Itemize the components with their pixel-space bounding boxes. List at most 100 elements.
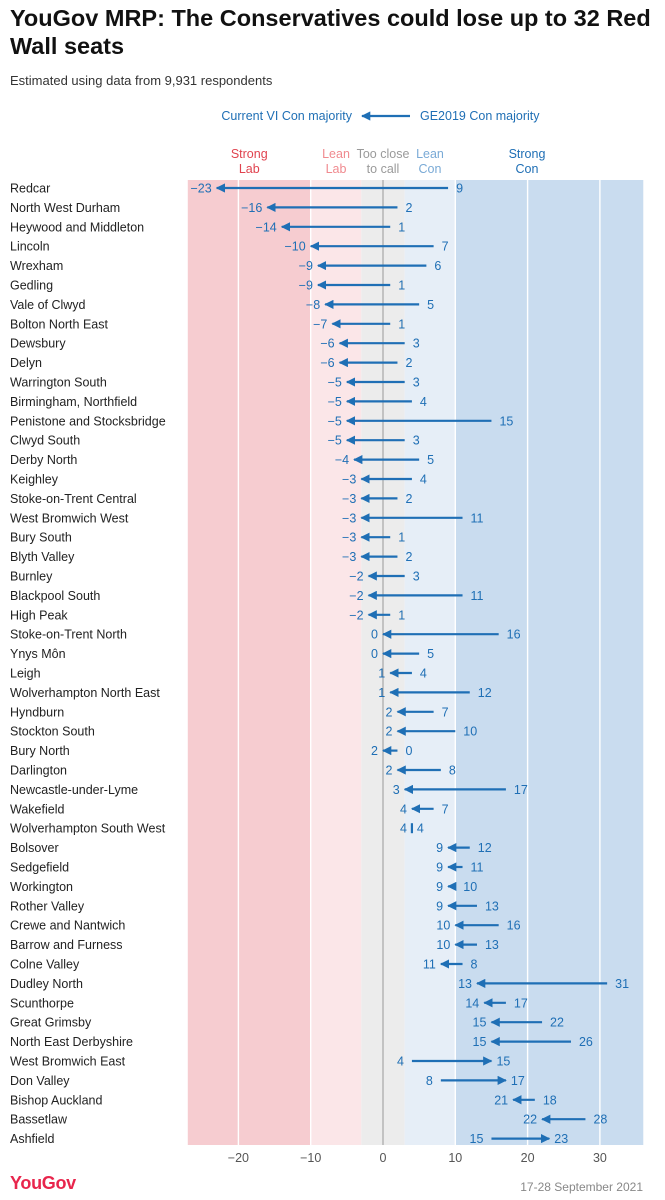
seat-ge2019-value: 16 <box>507 628 521 642</box>
seat-ge2019-value: 1 <box>398 279 405 293</box>
seat-label: Derby North <box>10 453 77 467</box>
seat-current-value: 9 <box>436 841 443 855</box>
x-tick-label: 20 <box>521 1151 535 1165</box>
seat-ge2019-value: 15 <box>470 1132 484 1146</box>
seat-current-value: −3 <box>342 531 356 545</box>
seat-label: Blyth Valley <box>10 550 75 564</box>
seat-label: Bury North <box>10 744 70 758</box>
seat-ge2019-value: 11 <box>471 861 484 875</box>
seat-ge2019-value: 28 <box>593 1113 607 1127</box>
x-tick-label: 10 <box>448 1151 462 1165</box>
seat-current-value: −16 <box>241 201 262 215</box>
fieldwork-date: 17-28 September 2021 <box>520 1180 643 1194</box>
seat-current-value: −5 <box>328 414 342 428</box>
seat-current-value: 2 <box>386 764 393 778</box>
seat-current-value: −2 <box>349 608 363 622</box>
seat-current-value: −9 <box>299 259 313 273</box>
chart-title: YouGov MRP: The Conservatives could lose… <box>10 5 651 59</box>
seat-ge2019-value: 2 <box>405 201 412 215</box>
seat-ge2019-value: 31 <box>615 977 629 991</box>
seat-current-value: −2 <box>349 570 363 584</box>
zone-strong-con <box>455 180 644 1145</box>
seat-ge2019-value: 5 <box>427 647 434 661</box>
seat-label: Dudley North <box>10 977 83 991</box>
seat-current-value: −23 <box>190 182 211 196</box>
seat-current-value: −3 <box>342 492 356 506</box>
seat-label: North East Derbyshire <box>10 1035 133 1049</box>
seat-label: Colne Valley <box>10 958 80 972</box>
seat-label: Rother Valley <box>10 899 85 913</box>
zone-header-too-close-to-call-line1: Too close <box>357 147 410 161</box>
seat-ge2019-value: 26 <box>579 1035 593 1049</box>
seat-current-value: −3 <box>342 473 356 487</box>
chart-subtitle: Estimated using data from 9,931 responde… <box>10 73 273 88</box>
seat-current-value: −2 <box>349 589 363 603</box>
seat-current-value: 4 <box>400 802 407 816</box>
x-tick-label: 30 <box>593 1151 607 1165</box>
seat-current-value: −5 <box>328 395 342 409</box>
seat-ge2019-value: 3 <box>413 434 420 448</box>
zone-header-lean-con-line2: Con <box>419 162 442 176</box>
seat-label: Heywood and Middleton <box>10 220 144 234</box>
seat-label: Keighley <box>10 473 59 487</box>
seat-ge2019-value: 22 <box>550 1016 564 1030</box>
seat-current-value: 23 <box>554 1132 568 1146</box>
seat-ge2019-value: 18 <box>543 1093 557 1107</box>
seat-label: North West Durham <box>10 201 120 215</box>
seat-ge2019-value: 7 <box>442 240 449 254</box>
seat-current-value: 4 <box>400 822 407 836</box>
seat-current-value: 17 <box>511 1074 525 1088</box>
zone-header-strong-lab-line1: Strong <box>231 147 268 161</box>
seat-current-value: −10 <box>284 240 305 254</box>
seat-label: Bury South <box>10 531 72 545</box>
seat-ge2019-value: 17 <box>514 783 528 797</box>
seat-ge2019-value: 4 <box>420 667 427 681</box>
x-tick-label: −20 <box>228 1151 249 1165</box>
seat-current-value: −4 <box>335 453 349 467</box>
zone-header-lean-lab-line1: Lean <box>322 147 350 161</box>
seat-ge2019-value: 1 <box>398 220 405 234</box>
seat-current-value: 15 <box>473 1035 487 1049</box>
seat-current-value: 10 <box>436 938 450 952</box>
seat-ge2019-value: 4 <box>397 1055 404 1069</box>
seat-label: West Bromwich East <box>10 1055 126 1069</box>
seat-label: Great Grimsby <box>10 1016 92 1030</box>
seat-label: Stockton South <box>10 725 95 739</box>
seat-ge2019-value: 4 <box>420 395 427 409</box>
seat-label: Warrington South <box>10 376 107 390</box>
seat-current-value: 14 <box>465 996 479 1010</box>
zone-header-too-close-to-call-line2: to call <box>367 162 400 176</box>
seat-label: Bolsover <box>10 841 59 855</box>
zone-header-lean-lab-line2: Lab <box>326 162 347 176</box>
seat-label: Wrexham <box>10 259 63 273</box>
seat-ge2019-value: 8 <box>471 958 478 972</box>
zone-lean-con <box>404 180 456 1145</box>
zone-header-strong-con-line1: Strong <box>509 147 546 161</box>
seat-label: Penistone and Stocksbridge <box>10 414 166 428</box>
zone-header-strong-lab-line2: Lab <box>239 162 260 176</box>
seat-ge2019-value: 2 <box>405 356 412 370</box>
seat-current-value: 15 <box>496 1055 510 1069</box>
seat-ge2019-value: 3 <box>413 337 420 351</box>
zone-header-lean-con-line1: Lean <box>416 147 444 161</box>
seat-ge2019-value: 2 <box>405 550 412 564</box>
seat-ge2019-value: 6 <box>434 259 441 273</box>
seat-label: Scunthorpe <box>10 996 74 1010</box>
seat-current-value: −6 <box>320 337 334 351</box>
seat-label: Bolton North East <box>10 317 108 331</box>
seat-ge2019-value: 7 <box>442 705 449 719</box>
seat-current-value: −9 <box>299 279 313 293</box>
seat-ge2019-value: 12 <box>478 841 492 855</box>
seat-label: Blackpool South <box>10 589 100 603</box>
seat-current-value: −8 <box>306 298 320 312</box>
seat-current-value: 0 <box>371 647 378 661</box>
seat-current-value: −5 <box>328 376 342 390</box>
seat-current-value: 13 <box>458 977 472 991</box>
seat-current-value: 21 <box>494 1093 508 1107</box>
seat-current-value: 1 <box>378 686 385 700</box>
seat-ge2019-value: 13 <box>485 899 499 913</box>
seat-label: Wolverhampton South West <box>10 822 166 836</box>
seat-ge2019-value: 11 <box>471 511 484 525</box>
seat-ge2019-value: 8 <box>426 1074 433 1088</box>
